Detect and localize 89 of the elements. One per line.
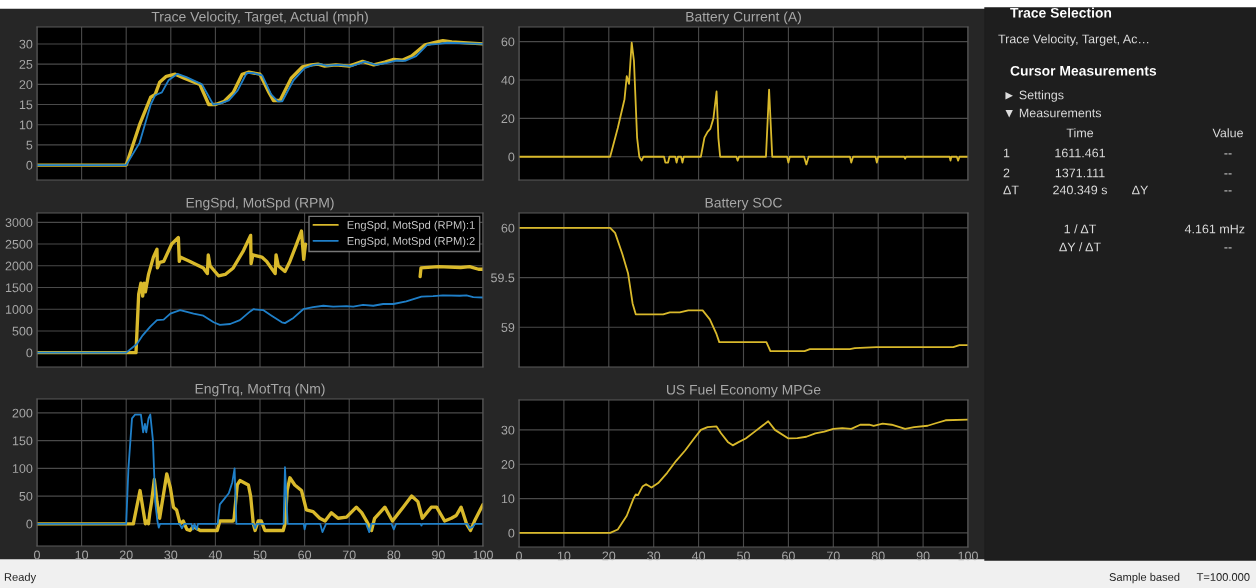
text: 1 / ΔT bbox=[1064, 224, 1097, 234]
x-tick-label: 20 bbox=[119, 550, 133, 560]
x-tick-label: 80 bbox=[387, 550, 401, 560]
chart-title: EngSpd, MotSpd (RPM) bbox=[186, 197, 334, 211]
x-tick-label: 70 bbox=[826, 551, 840, 561]
y-tick-label: 100 bbox=[12, 464, 33, 473]
text: -- bbox=[1224, 190, 1232, 192]
x-tick-label: 30 bbox=[647, 551, 661, 561]
line-series bbox=[37, 413, 483, 534]
y-tick-label: 20 bbox=[501, 114, 515, 124]
y-tick-label: 500 bbox=[12, 326, 33, 336]
x-tick-label: 20 bbox=[602, 551, 616, 561]
x-tick-label: 0 bbox=[516, 551, 522, 561]
text: T=100.000 bbox=[1196, 573, 1250, 581]
y-tick-label: 1500 bbox=[5, 283, 33, 293]
x-tick-label: 60 bbox=[782, 551, 795, 561]
text: Value bbox=[1212, 128, 1243, 138]
chart-title: US Fuel Economy MPGe bbox=[667, 384, 821, 398]
x-tick-label: 50 bbox=[737, 551, 750, 561]
x-tick-label: 100 bbox=[473, 550, 493, 560]
y-tick-label: 20 bbox=[501, 460, 515, 469]
y-tick-label: 0 bbox=[26, 160, 33, 170]
x-tick-label: 10 bbox=[75, 550, 89, 560]
y-tick-label: 0 bbox=[26, 519, 33, 529]
text: 1611.461 bbox=[1055, 148, 1105, 158]
y-tick-label: 10 bbox=[501, 494, 515, 504]
text: -- bbox=[1224, 247, 1232, 249]
x-tick-label: 40 bbox=[208, 550, 222, 560]
y-tick-label: 0 bbox=[508, 528, 515, 538]
x-tick-label: 0 bbox=[34, 550, 40, 560]
y-tick-label: 1000 bbox=[5, 305, 33, 314]
x-tick-label: 40 bbox=[691, 551, 706, 561]
text: ΔY bbox=[1132, 185, 1149, 195]
y-tick-label: 60 bbox=[501, 37, 515, 47]
x-tick-label: 60 bbox=[298, 550, 312, 560]
y-tick-label: 2500 bbox=[5, 239, 33, 249]
x-tick-label: 30 bbox=[164, 550, 178, 560]
line-series bbox=[519, 41, 968, 166]
y-tick-label: 200 bbox=[12, 408, 33, 418]
y-tick-label: 59 bbox=[501, 323, 515, 332]
text: Cursor Measurements bbox=[1010, 65, 1157, 76]
text: 240.349 s bbox=[1053, 185, 1107, 195]
text: 2 bbox=[1003, 168, 1010, 178]
y-tick-label: 59.5 bbox=[491, 273, 515, 283]
x-tick-label: 50 bbox=[253, 550, 267, 560]
y-tick-label: 50 bbox=[19, 491, 33, 501]
y-tick-label: 15 bbox=[19, 100, 33, 110]
text: 4.161 mHz bbox=[1184, 224, 1245, 234]
text: Trace Velocity, Target, Ac… bbox=[998, 34, 1149, 46]
y-tick-label: 0 bbox=[26, 348, 33, 358]
text: 1371.111 bbox=[1055, 168, 1105, 178]
text: -- bbox=[1224, 173, 1232, 175]
chart-title: Battery SOC bbox=[705, 197, 782, 211]
chart-title: EngTrq, MotTrq (Nm) bbox=[195, 383, 325, 397]
text: 1 bbox=[1003, 148, 1010, 158]
y-tick-label: 0 bbox=[508, 152, 515, 162]
chart-title: Trace Velocity, Target, Actual (mph) bbox=[151, 11, 368, 25]
x-tick-label: 100 bbox=[958, 551, 978, 561]
y-tick-label: 20 bbox=[19, 80, 33, 89]
x-tick-label: 90 bbox=[916, 551, 930, 561]
text: Trace Selection bbox=[1010, 7, 1112, 18]
legend-label: EngSpd, MotSpd (RPM):1 bbox=[347, 220, 475, 232]
line-series bbox=[519, 226, 968, 353]
x-tick-label: 70 bbox=[342, 550, 356, 560]
text: ΔY / ΔT bbox=[1059, 242, 1101, 252]
y-tick-label: 10 bbox=[19, 120, 33, 130]
x-tick-label: 10 bbox=[557, 551, 571, 561]
y-tick-label: 30 bbox=[19, 39, 33, 49]
y-tick-label: 25 bbox=[19, 59, 33, 69]
x-tick-label: 90 bbox=[432, 550, 445, 560]
y-tick-label: 40 bbox=[501, 75, 515, 85]
y-tick-label: 30 bbox=[501, 425, 515, 435]
text: Sample based bbox=[1109, 572, 1180, 584]
text: Ready bbox=[4, 572, 37, 584]
y-tick-label: 60 bbox=[501, 223, 515, 233]
legend-label: EngSpd, MotSpd (RPM):2 bbox=[347, 236, 475, 248]
y-tick-label: 2000 bbox=[5, 261, 33, 271]
y-tick-label: 3000 bbox=[5, 218, 33, 227]
y-tick-label: 150 bbox=[12, 436, 33, 446]
line-series bbox=[519, 418, 968, 534]
line-series bbox=[37, 294, 483, 354]
text: ► Settings bbox=[1005, 90, 1064, 102]
y-tick-label: 5 bbox=[26, 140, 33, 150]
x-tick-label: 80 bbox=[871, 551, 885, 561]
text: ▼ Measurements bbox=[1005, 108, 1102, 118]
text: Time bbox=[1066, 128, 1094, 138]
text: -- bbox=[1224, 153, 1232, 155]
text: ΔT bbox=[1003, 185, 1019, 195]
chart-title: Battery Current (A) bbox=[686, 11, 801, 25]
